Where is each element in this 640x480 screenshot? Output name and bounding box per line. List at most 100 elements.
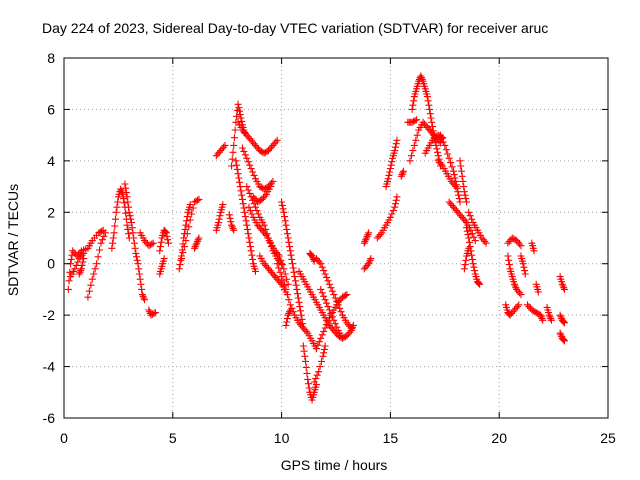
data-point — [149, 239, 157, 247]
data-point — [537, 313, 545, 321]
data-point — [244, 158, 252, 166]
data-point — [130, 234, 138, 242]
data-point — [214, 150, 222, 158]
data-point — [560, 337, 568, 345]
data-point — [147, 311, 155, 319]
data-point — [409, 101, 417, 109]
data-point — [125, 203, 133, 211]
data-point — [145, 242, 153, 250]
data-point — [462, 195, 470, 203]
data-point — [391, 143, 399, 151]
data-point — [321, 270, 329, 278]
data-point — [296, 307, 304, 315]
data-point — [262, 261, 270, 269]
data-point — [463, 198, 471, 206]
data-point — [463, 227, 471, 235]
data-point — [413, 116, 421, 124]
data-point — [465, 238, 473, 246]
data-point — [455, 210, 463, 218]
data-point — [244, 186, 252, 194]
data-point — [163, 232, 171, 240]
data-point — [237, 114, 245, 122]
data-point — [299, 320, 307, 328]
data-point — [388, 158, 396, 166]
data-point — [331, 294, 339, 302]
data-point — [331, 328, 339, 336]
data-point — [98, 227, 106, 235]
data-point — [321, 324, 329, 332]
data-point — [65, 277, 73, 285]
data-point — [112, 208, 120, 216]
data-point — [436, 139, 444, 147]
data-point — [290, 268, 298, 276]
data-point — [96, 246, 104, 254]
data-point — [461, 191, 469, 199]
data-point — [122, 209, 130, 217]
data-point — [229, 225, 237, 233]
data-point — [320, 267, 328, 275]
data-point — [393, 193, 401, 201]
data-point — [100, 232, 108, 240]
data-point — [233, 161, 241, 169]
data-point — [134, 260, 142, 268]
data-point — [324, 277, 332, 285]
data-point — [341, 291, 349, 299]
data-point — [236, 111, 244, 119]
data-point — [323, 273, 331, 281]
data-point — [226, 214, 234, 222]
x-tick-label: 0 — [60, 430, 68, 446]
data-point — [108, 244, 116, 252]
data-point — [514, 287, 522, 295]
data-point — [281, 217, 289, 225]
data-point — [528, 306, 536, 314]
data-point — [109, 239, 117, 247]
data-point — [254, 198, 262, 206]
data-point — [278, 198, 286, 206]
data-point — [124, 225, 132, 233]
data-point — [392, 140, 400, 148]
data-point — [517, 242, 525, 250]
data-point — [266, 145, 274, 153]
data-point — [283, 275, 291, 283]
data-point — [263, 263, 271, 271]
data-point — [110, 229, 118, 237]
data-point — [409, 147, 417, 155]
data-point — [450, 203, 458, 211]
data-point — [261, 192, 269, 200]
data-point — [302, 327, 310, 335]
data-point — [343, 291, 351, 299]
data-point — [125, 208, 133, 216]
data-point — [77, 265, 85, 273]
data-point — [375, 232, 383, 240]
data-point — [183, 217, 191, 225]
data-point — [328, 287, 336, 295]
data-point — [246, 207, 254, 215]
data-point — [291, 277, 299, 285]
data-point — [109, 234, 117, 242]
data-point — [327, 284, 335, 292]
data-point — [314, 341, 322, 349]
data-point — [325, 280, 333, 288]
data-point — [445, 154, 453, 162]
data-point — [512, 304, 520, 312]
data-point — [179, 249, 187, 257]
data-point — [235, 174, 243, 182]
data-point — [399, 169, 407, 177]
data-point — [362, 263, 370, 271]
data-point — [122, 189, 130, 197]
data-point — [69, 247, 77, 255]
data-point — [385, 171, 393, 179]
data-point — [249, 138, 257, 146]
data-point — [228, 223, 236, 231]
data-point — [422, 122, 430, 130]
data-point — [504, 239, 512, 247]
y-tick-label: -4 — [43, 359, 56, 375]
data-points — [64, 72, 568, 404]
data-point — [466, 243, 474, 251]
data-point — [513, 237, 521, 245]
data-point — [138, 291, 146, 299]
data-point — [454, 188, 462, 196]
data-point — [325, 321, 333, 329]
data-point — [128, 224, 136, 232]
data-point — [75, 270, 83, 278]
